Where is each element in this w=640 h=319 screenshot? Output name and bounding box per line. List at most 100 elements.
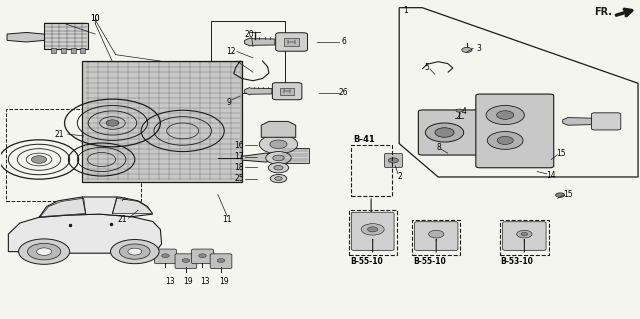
Polygon shape <box>39 197 153 217</box>
Circle shape <box>217 259 225 263</box>
FancyBboxPatch shape <box>210 254 232 269</box>
Circle shape <box>388 158 399 163</box>
Text: 14: 14 <box>547 171 556 180</box>
Circle shape <box>250 40 260 45</box>
Polygon shape <box>8 214 162 253</box>
Circle shape <box>521 233 527 236</box>
Circle shape <box>462 48 472 52</box>
FancyBboxPatch shape <box>419 110 483 155</box>
Text: 8: 8 <box>436 143 441 152</box>
Text: 17: 17 <box>234 152 244 161</box>
Circle shape <box>486 106 524 124</box>
Circle shape <box>497 137 513 145</box>
Bar <box>6 109 141 201</box>
Circle shape <box>198 254 206 258</box>
Polygon shape <box>40 198 86 217</box>
Bar <box>280 88 294 95</box>
Circle shape <box>128 248 141 255</box>
Text: B-55-10: B-55-10 <box>351 257 383 266</box>
Bar <box>51 48 56 53</box>
Bar <box>71 48 76 53</box>
Text: B-55-10: B-55-10 <box>413 257 446 266</box>
Circle shape <box>106 120 119 126</box>
Text: 15: 15 <box>557 149 566 158</box>
Circle shape <box>556 193 564 197</box>
FancyBboxPatch shape <box>276 33 307 51</box>
Text: 10: 10 <box>90 14 100 23</box>
Circle shape <box>28 243 61 260</box>
Text: 5: 5 <box>425 63 429 72</box>
Circle shape <box>274 166 283 170</box>
FancyBboxPatch shape <box>273 83 302 100</box>
Bar <box>351 145 392 196</box>
Circle shape <box>182 259 189 263</box>
Circle shape <box>275 177 282 181</box>
Text: 1: 1 <box>403 6 408 15</box>
Circle shape <box>429 230 444 238</box>
Text: 4: 4 <box>461 108 466 116</box>
Polygon shape <box>242 153 282 162</box>
Text: FR.: FR. <box>594 7 612 18</box>
Text: 13: 13 <box>165 277 175 286</box>
FancyBboxPatch shape <box>477 123 508 145</box>
Bar <box>412 220 461 255</box>
Circle shape <box>367 227 378 232</box>
Text: 26: 26 <box>339 88 348 97</box>
Circle shape <box>266 152 291 164</box>
FancyBboxPatch shape <box>476 94 554 168</box>
FancyBboxPatch shape <box>591 113 621 130</box>
Text: 6: 6 <box>341 38 346 47</box>
Text: 9: 9 <box>227 98 232 107</box>
FancyBboxPatch shape <box>155 249 176 264</box>
Polygon shape <box>261 122 296 137</box>
Text: 21: 21 <box>54 130 64 138</box>
Circle shape <box>120 244 150 259</box>
FancyBboxPatch shape <box>44 23 88 49</box>
Circle shape <box>270 174 287 183</box>
Circle shape <box>121 198 126 200</box>
Circle shape <box>111 240 159 264</box>
FancyBboxPatch shape <box>191 249 213 264</box>
Circle shape <box>19 239 70 264</box>
Text: 12: 12 <box>226 47 236 56</box>
Text: 18: 18 <box>234 163 244 172</box>
Circle shape <box>162 254 170 258</box>
Circle shape <box>361 224 384 235</box>
Circle shape <box>426 123 464 142</box>
Circle shape <box>516 230 532 238</box>
Text: B-53-10: B-53-10 <box>500 257 534 266</box>
Bar <box>500 220 548 255</box>
Circle shape <box>435 128 454 137</box>
Circle shape <box>487 131 523 149</box>
Circle shape <box>268 163 289 173</box>
FancyBboxPatch shape <box>175 254 196 269</box>
Bar <box>80 48 85 53</box>
Polygon shape <box>563 118 595 125</box>
Text: 2: 2 <box>397 172 402 181</box>
Polygon shape <box>244 88 272 95</box>
FancyBboxPatch shape <box>415 222 458 250</box>
Text: B-41: B-41 <box>353 135 375 144</box>
Circle shape <box>270 140 287 149</box>
Circle shape <box>497 111 514 119</box>
Bar <box>349 210 397 255</box>
Bar <box>61 48 66 53</box>
Circle shape <box>31 156 47 163</box>
Circle shape <box>36 248 52 255</box>
Text: 19: 19 <box>219 277 228 286</box>
Polygon shape <box>113 198 153 213</box>
Text: 10: 10 <box>90 14 100 23</box>
FancyBboxPatch shape <box>282 148 308 163</box>
Bar <box>211 21 285 93</box>
Polygon shape <box>7 33 52 42</box>
Text: 13: 13 <box>200 277 210 286</box>
Circle shape <box>273 155 284 161</box>
Circle shape <box>456 109 463 112</box>
FancyBboxPatch shape <box>385 153 403 167</box>
Text: 21: 21 <box>117 215 127 224</box>
Polygon shape <box>244 38 275 46</box>
Text: 25: 25 <box>234 174 244 183</box>
Text: 16: 16 <box>234 141 244 150</box>
FancyBboxPatch shape <box>351 212 394 250</box>
Text: 20: 20 <box>245 30 255 39</box>
